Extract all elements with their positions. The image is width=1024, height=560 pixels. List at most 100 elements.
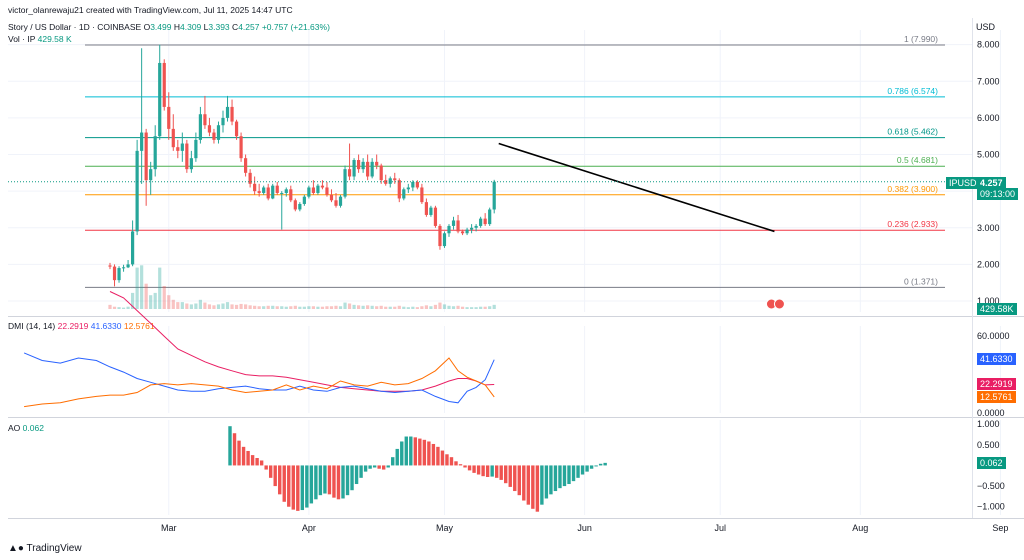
volume-bar [424, 305, 428, 309]
candle-body [343, 169, 347, 197]
volume-bar [176, 302, 180, 309]
volume-bar [275, 306, 279, 309]
volume-bar [253, 305, 257, 309]
volume-bar [366, 305, 370, 309]
ao-bar [259, 460, 264, 466]
volume-bar [194, 303, 198, 309]
candle-body [415, 181, 419, 188]
volume-bar [384, 306, 388, 309]
ao-bar [309, 465, 314, 504]
candle-body [180, 143, 184, 151]
volume-bar [325, 306, 329, 309]
candle-body [451, 220, 456, 226]
candle-body [108, 265, 112, 267]
ao-bar [327, 465, 332, 495]
volume-bar [112, 306, 117, 309]
volume-bar [347, 303, 352, 309]
dmi-tick-label: 60.0000 [977, 331, 1010, 341]
ao-bar [490, 465, 494, 477]
candle-body [234, 121, 239, 137]
candle-body [397, 180, 401, 199]
open-label: O [143, 22, 151, 32]
price-tick-label: 2.000 [977, 259, 1000, 269]
ao-bar [409, 436, 413, 466]
volume-bar [158, 267, 162, 309]
volume-bar [198, 299, 202, 309]
ao-bar [540, 465, 544, 505]
low-label: L [203, 22, 209, 32]
volume-bar [470, 307, 474, 309]
volume-label[interactable]: Vol · IP [8, 34, 36, 44]
ao-bar [458, 464, 463, 466]
ao-bar [300, 465, 305, 511]
volume-bar [307, 306, 311, 309]
ao-bar [445, 454, 449, 466]
ao-bar [246, 450, 250, 466]
candle-body [442, 233, 447, 247]
volume-bar [149, 295, 153, 309]
time-tick-label: Mar [161, 523, 177, 533]
ao-bar [580, 465, 585, 475]
tradingview-footer[interactable]: ▲● TradingView [8, 543, 82, 554]
trendline [498, 142, 775, 233]
price-tick-label: 8.000 [977, 40, 1000, 50]
candle-body [329, 194, 334, 201]
ao-bar [413, 437, 418, 466]
ao-bar [314, 465, 318, 500]
ao-bar [522, 465, 526, 501]
volume-bar [442, 304, 447, 309]
volume-bar [185, 303, 189, 309]
fib-level-label: 0 (1.371) [904, 276, 938, 286]
candle-body [248, 172, 252, 184]
ao-bar [341, 465, 345, 499]
candle-body [379, 165, 383, 181]
ao-bar [305, 465, 309, 508]
ao-bar [585, 465, 589, 472]
time-tick-label: Aug [852, 523, 868, 533]
candle-body [275, 185, 279, 193]
fib-level-label: 1 (7.990) [904, 34, 938, 44]
volume-bar [244, 304, 248, 309]
volume-bar [131, 292, 135, 309]
ao-bar [544, 465, 549, 499]
last-price-tag: 4.257 [977, 177, 1006, 189]
ao-label[interactable]: AO [8, 423, 21, 433]
candle-body [131, 231, 135, 265]
volume-bar [140, 265, 144, 309]
candle-body [361, 161, 365, 170]
ao-tick-label: 1.000 [977, 419, 1000, 429]
ao-bar [404, 436, 408, 466]
candle-body [257, 191, 261, 193]
candle-body [212, 132, 216, 140]
ao-bar [562, 465, 567, 487]
minus-di-tag: 12.5761 [977, 391, 1016, 403]
ao-bar [517, 465, 521, 496]
volume-bar [479, 306, 483, 309]
ao-value: 0.062 [22, 423, 44, 433]
candle-body [366, 161, 370, 177]
volume-bar [167, 295, 171, 309]
fib-level-label: 0.5 (4.681) [897, 155, 938, 165]
currency-label: USD [976, 22, 996, 32]
ao-bar [291, 465, 295, 510]
volume-bar [316, 306, 320, 309]
candle-body [447, 225, 451, 234]
candle-body [167, 106, 171, 129]
ao-bar [400, 441, 404, 466]
ao-bar [576, 465, 580, 478]
ao-bar [359, 465, 363, 478]
price-tick-label: 7.000 [977, 76, 1000, 86]
candle-body [144, 132, 148, 181]
dmi-label[interactable]: DMI (14, 14) [8, 321, 56, 331]
ao-bar [287, 465, 291, 507]
symbol-title[interactable]: Story / US Dollar · 1D · COINBASE [8, 22, 142, 32]
candle-body [388, 178, 392, 184]
volume-bar [415, 307, 419, 309]
candle-body [266, 187, 270, 199]
candle-body [162, 62, 166, 107]
ao-bar [282, 465, 286, 502]
ao-legend: AO 0.062 [8, 423, 44, 433]
volume-bar [397, 305, 401, 309]
candle-body [158, 62, 162, 137]
